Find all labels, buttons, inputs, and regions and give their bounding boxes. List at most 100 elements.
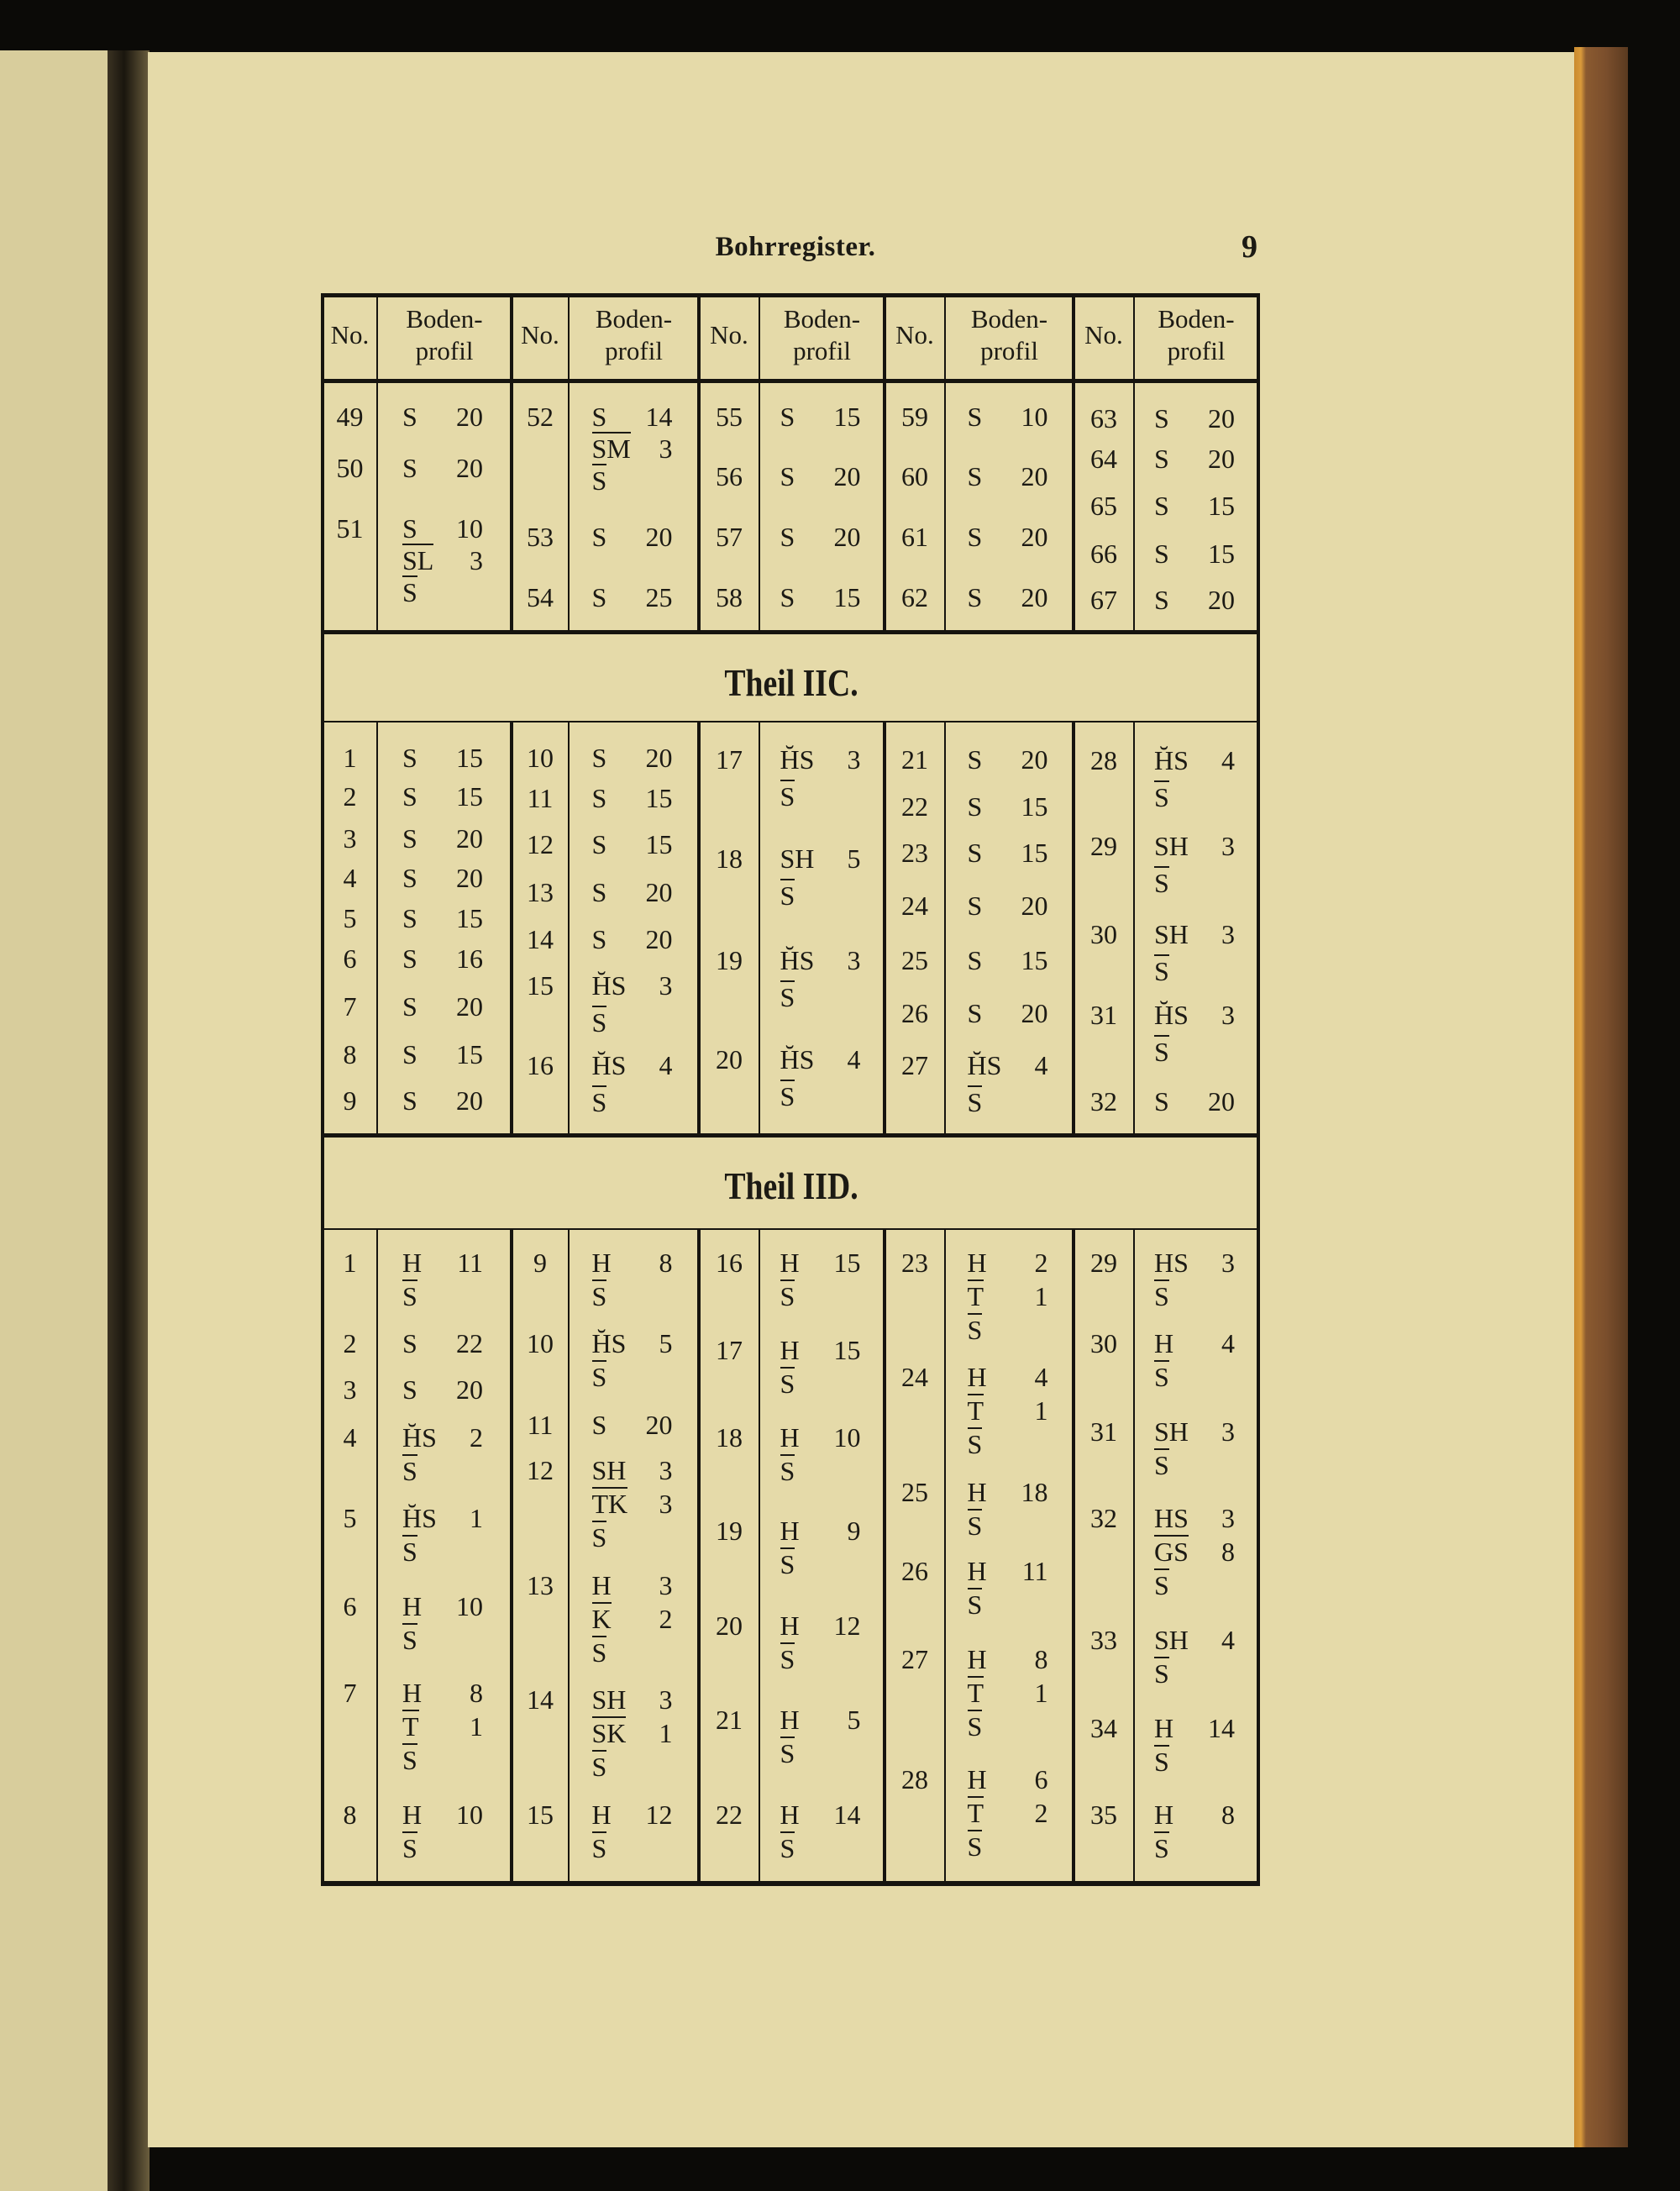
soil-code: HS [1154,1246,1198,1279]
soil-code-text: H [591,1800,612,1830]
profile-layer: S [402,1743,483,1777]
soil-code-text: S [402,1623,417,1655]
header-profile-line2: profil [793,336,851,365]
soil-code-text: S [402,1454,417,1486]
profile-layer: S [1154,1745,1235,1779]
soil-code-text: S [967,838,983,868]
header-profile-line2: profil [605,336,663,365]
entry-profile: S 15 [592,780,673,817]
soil-code-text: S [591,1410,607,1440]
profile-layer: S 14 [592,401,673,433]
entry-profile: S 20 [968,887,1048,924]
entry-profile: SH 5 S [780,840,861,914]
profile-layer: S [1154,1448,1235,1482]
entry-profile: S 15 [780,401,861,433]
entry-profile: H̆S 5 S [591,1327,673,1394]
soil-code-text: S [591,1636,607,1668]
profile-layer: S [591,1636,673,1669]
header-no: No. [521,320,559,349]
entry-profile: H 10 S [780,1421,861,1488]
soil-code: S [402,900,446,937]
soil-code: S [592,780,636,817]
profile-layer: H 15 [780,1246,861,1279]
entry-profile: S 20 [402,859,483,896]
soil-code-text: S [591,1750,607,1782]
group-divider [697,722,701,1135]
entry-profile: H 14 S [1154,1711,1235,1779]
soil-code-text: S [1154,491,1169,521]
book-page [148,52,1576,2147]
entry-number: 9 [533,1248,547,1278]
soil-code-text: S [967,1313,983,1345]
soil-code-text: S [1154,585,1169,615]
entry-number: 8 [343,1039,357,1069]
entry-number: 33 [1090,1625,1117,1655]
profile-layer: S [591,1521,673,1554]
soil-code-text: S [780,1080,795,1111]
column-divider [376,1230,378,1883]
soil-code-text: H [1154,1800,1174,1830]
entry-number: 29 [1090,1248,1117,1278]
soil-code: H̆S [968,1047,1011,1084]
group-divider [510,1230,513,1883]
entry-profile: S 15 [968,834,1048,871]
layer-thickness: 20 [1208,403,1235,433]
soil-code: S [780,1642,824,1676]
soil-code: H [402,1798,446,1831]
soil-code-text: GS [1154,1535,1189,1567]
soil-code-text: S [402,943,417,974]
profile-layer: S [780,778,861,815]
soil-code: S [968,834,1011,871]
profile-layer: SH 3 [1154,1415,1235,1448]
entry-number: 15 [527,1800,554,1830]
soil-code: H [1154,1711,1198,1745]
layer-thickness: 20 [1208,444,1235,474]
profile-layer: H̆S 3 [592,967,673,1004]
soil-code-text: HS [1154,1503,1189,1533]
entry-profile: S 20 [968,521,1048,553]
soil-code: SM [591,432,636,465]
layer-thickness: 8 [1221,1537,1235,1567]
soil-code-text: T [967,1676,984,1708]
page-number: 9 [1242,229,1257,265]
soil-code-text: S [967,1588,983,1620]
column-divider [1133,1230,1135,1883]
soil-code-text: H [402,1248,423,1278]
header-no: No. [1084,320,1123,349]
profile-layer: S 15 [592,780,673,817]
layer-thickness: 1 [659,1718,673,1748]
soil-code: H [592,1246,636,1279]
profile-layer: S [591,1831,673,1865]
layer-thickness: 3 [847,945,861,975]
layer-thickness: 18 [1021,1477,1048,1507]
soil-code-text: S [402,1085,417,1116]
layer-thickness: 25 [645,582,673,612]
soil-code-text: S [780,1831,795,1863]
soil-code: S [592,521,636,553]
entry-number: 25 [901,1477,928,1507]
soil-code: S [967,1313,1011,1347]
entry-profile: H 14 S [780,1798,861,1865]
entry-number: 24 [901,1362,928,1392]
soil-code-text: S [402,513,417,544]
soil-code-text: S [402,453,417,483]
layer-thickness: 3 [659,1489,673,1519]
soil-code-text: K [591,1602,612,1634]
entry-number: 49 [336,402,364,432]
entry-number: 2 [343,781,357,812]
entry-profile: S 20 [402,452,483,484]
entry-number: 6 [343,1591,357,1621]
facing-page-edge [0,50,108,2191]
soil-code: H [968,1763,1011,1796]
profile-layer: SH 3 [1154,828,1235,864]
table-rule [323,630,1260,634]
soil-code: S [591,1750,636,1784]
soil-code: S [402,1743,446,1777]
profile-layer: H 11 [968,1554,1048,1588]
profile-layer: S 15 [402,900,483,937]
table-border-left [321,293,324,1886]
profile-layer: H 14 [1154,1711,1235,1745]
profile-layer: S 20 [968,887,1048,924]
